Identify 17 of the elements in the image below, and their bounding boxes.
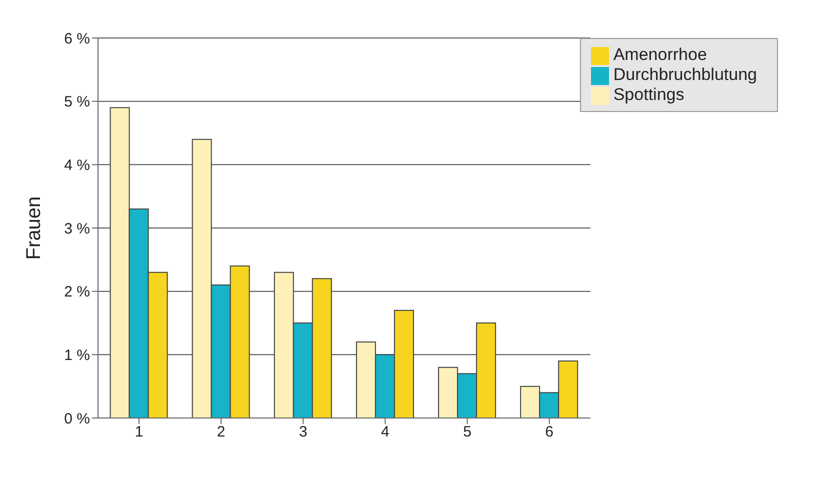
- y-tick-label: 3 %: [64, 220, 90, 238]
- legend-label: Durchbruchblutung: [613, 65, 757, 84]
- legend-label: Amenorrhoe: [613, 45, 707, 64]
- x-tick-label: 5: [463, 424, 472, 441]
- legend-label: Spottings: [613, 85, 684, 104]
- x-tick-label: 2: [216, 424, 226, 441]
- y-tick-label: 6 %: [64, 30, 90, 48]
- y-tick-label: 2 %: [64, 284, 90, 301]
- y-tick-label: 0 %: [64, 410, 90, 428]
- y-tick-label: 4 %: [64, 156, 90, 174]
- y-tick-label: 1 %: [64, 346, 90, 364]
- x-tick-label: 3: [298, 424, 308, 441]
- x-tick-label: 1: [134, 424, 144, 441]
- y-tick-label: 5 %: [64, 94, 90, 111]
- y-axis-title: Frauen: [23, 196, 46, 260]
- x-tick-label: 6: [545, 424, 554, 441]
- x-tick-label: 4: [381, 424, 390, 441]
